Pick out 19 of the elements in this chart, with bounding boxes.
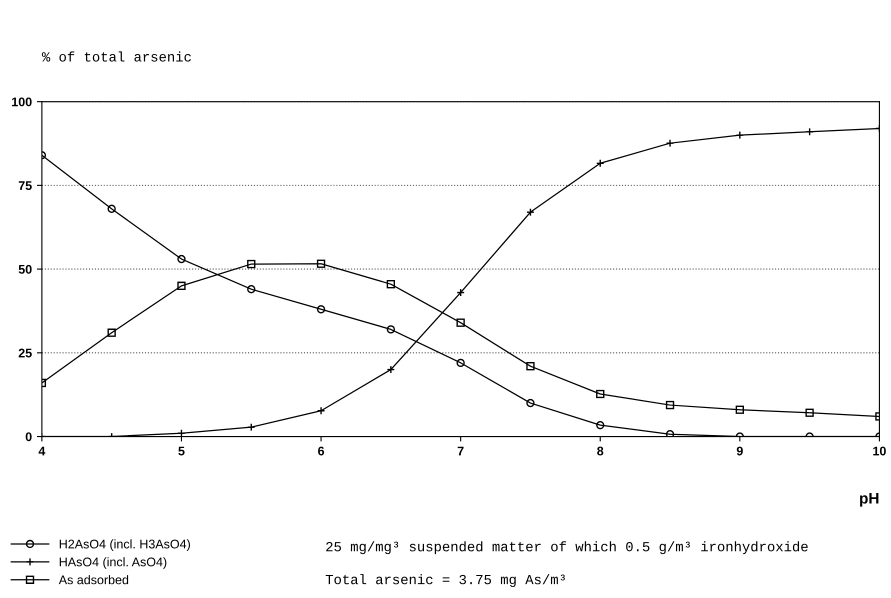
text: 25 mg/mg³ suspended matter of which 0.5 g/m³ ironhydroxide [326,541,808,554]
y-tick-label: 100 [12,97,32,106]
x-tick-label: 10 [873,446,886,456]
y-tick-label: 25 [18,348,32,358]
x-tick-label: 8 [597,446,604,456]
legend-label: As adsorbed [58,575,128,584]
x-tick-label: 4 [38,446,46,456]
y-tick-label: 50 [18,264,32,274]
x-tick-label: 5 [178,446,185,456]
y-tick-label: 0 [26,432,32,442]
text: Total arsenic = 3.75 mg As/m³ [326,574,565,588]
x-tick-label: 9 [736,446,743,456]
legend-label: HAsO4 (incl. AsO4) [60,557,166,569]
x-tick-label: 7 [458,446,464,456]
x-tick-label: 6 [318,446,324,456]
legend-label: H2AsO4 (incl. H3AsO4) [60,539,190,551]
y-tick-label: 75 [18,181,32,190]
x-axis-title: pH [860,493,878,507]
chart-title: % of total arsenic [42,51,191,62]
